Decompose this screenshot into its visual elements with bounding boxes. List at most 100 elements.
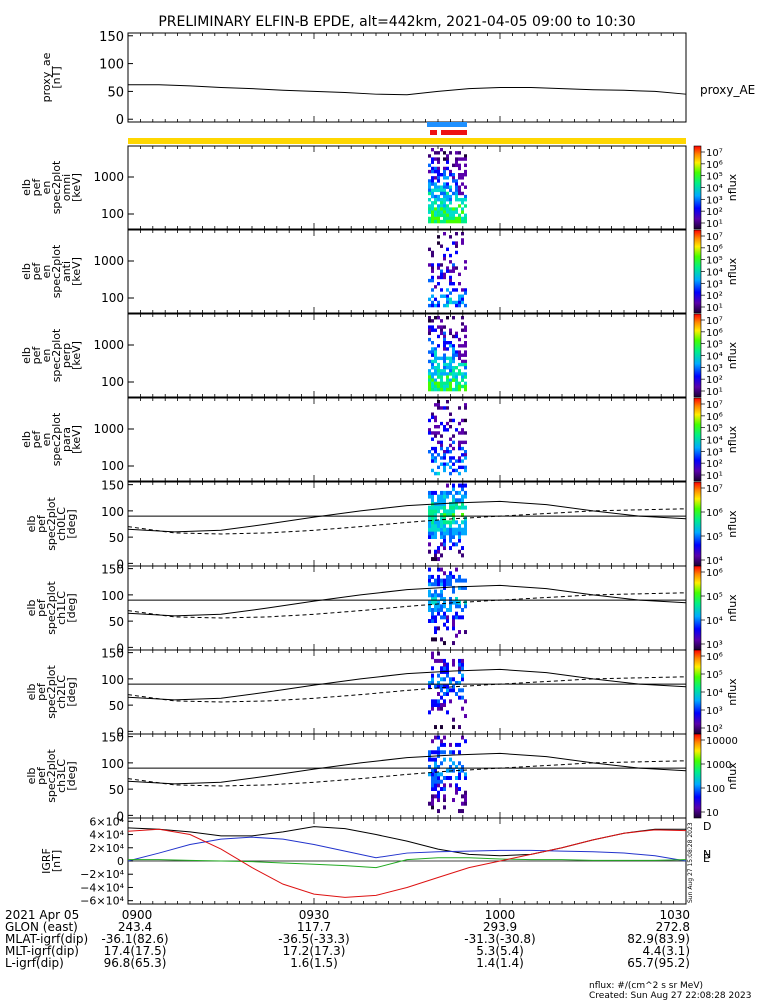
- pitch-cell: [464, 585, 467, 590]
- nflux-units-note: nflux: #/(cm^2 s sr MeV): [589, 981, 703, 991]
- spectrogram-cell: [464, 288, 467, 292]
- spectrogram-cell: [434, 169, 437, 174]
- spectrogram-cell: [458, 173, 461, 177]
- pitch-cell: [443, 684, 446, 689]
- spectrogram-cell: [434, 207, 437, 211]
- anti-colorbar-label: nflux: [726, 257, 739, 285]
- spectrogram-cell: [449, 443, 452, 448]
- pitch-cell: [464, 520, 467, 525]
- spectrogram-cell: [434, 415, 437, 420]
- pitch-cell: [449, 501, 452, 506]
- pitch-cell: [431, 600, 434, 605]
- spectrogram-cell: [449, 275, 452, 280]
- ch0LC-ylabel-line: spec2plot: [45, 497, 58, 551]
- spectrogram-cell: [440, 375, 443, 379]
- pitch-cell: [440, 589, 443, 594]
- spectrogram-cell: [443, 275, 446, 280]
- pitch-cell: [449, 742, 452, 747]
- xaxis-value: -36.5(-33.3): [278, 932, 349, 946]
- pitch-cell: [458, 498, 461, 503]
- spectrogram-cell: [443, 169, 446, 174]
- pitch-cell: [434, 520, 437, 525]
- pitch-cell: [461, 505, 464, 510]
- pitch-cell: [458, 666, 461, 671]
- spectrogram-cell: [434, 347, 437, 351]
- spectrogram-cell: [443, 331, 446, 336]
- pitch-cell: [461, 531, 464, 536]
- ytick-label: 100: [101, 505, 124, 519]
- spectrogram-cell: [434, 157, 437, 161]
- spectrogram-cell: [437, 207, 440, 211]
- spectrogram-cell: [431, 157, 434, 161]
- igrf-ylabel-line: [nT]: [50, 850, 63, 872]
- colorbar-tick-label: 10⁷: [706, 400, 723, 411]
- spectrogram-cell: [464, 362, 467, 367]
- spectrogram-cell: [437, 453, 440, 457]
- spectrogram-cell: [452, 369, 455, 373]
- spectrogram-cell: [452, 210, 455, 214]
- spectrogram-cell: [452, 462, 455, 466]
- pitch-cell: [434, 658, 437, 663]
- pitch-cell: [434, 761, 437, 766]
- pitch-cell: [461, 615, 464, 620]
- pitch-cell: [431, 651, 434, 656]
- pitch-cell: [458, 531, 461, 536]
- pitch-cell: [455, 787, 458, 791]
- spectrogram-cell: [434, 194, 437, 199]
- pitch-cell: [437, 505, 440, 510]
- colorbar-tick-label: 10¹: [706, 303, 723, 314]
- pitch-cell: [455, 596, 458, 601]
- pitch-cell: [443, 703, 446, 707]
- spectrogram-cell: [437, 166, 440, 171]
- spectrogram-cell: [440, 210, 443, 214]
- ch3LC-ylabel-line: pef: [35, 766, 48, 785]
- pitch-cell: [434, 600, 437, 605]
- ytick-label: 0: [116, 557, 124, 571]
- pitch-cell: [449, 571, 452, 576]
- pitch-cell: [458, 695, 461, 700]
- pitch-cell: [455, 531, 458, 536]
- pitch-cell: [458, 750, 461, 755]
- spectrogram-cell: [440, 378, 443, 382]
- spectrogram-cell: [434, 425, 437, 429]
- spectrogram-cell: [443, 381, 446, 386]
- spectrogram-cell: [461, 297, 464, 302]
- colorbar-tick-label: 10²: [706, 724, 723, 735]
- spectrogram-cell: [452, 179, 455, 183]
- spectrogram-cell: [428, 418, 431, 423]
- pitch-cell: [446, 608, 449, 612]
- spectrogram-cell: [437, 406, 440, 410]
- pitch-cell: [440, 761, 443, 766]
- spectrogram-cell: [431, 250, 434, 255]
- spectrogram-cell: [464, 194, 467, 199]
- spectrogram-cell: [440, 204, 443, 208]
- pitch-cell: [434, 553, 437, 558]
- pitch-cell: [446, 512, 449, 517]
- pitch-cell: [443, 798, 446, 803]
- spectrogram-cell: [431, 176, 434, 180]
- spectrogram-cell: [428, 188, 431, 193]
- spectrogram-cell: [455, 381, 458, 386]
- pitch-cell: [461, 487, 464, 492]
- spectrogram-cell: [431, 319, 434, 323]
- spectrogram-cell: [437, 334, 440, 339]
- pitch-cell: [437, 706, 440, 711]
- spectrogram-cell: [443, 366, 446, 370]
- spectrogram-cell: [437, 263, 440, 267]
- pitch-cell: [455, 692, 458, 696]
- colorbar-tick-label: 10⁶: [706, 412, 723, 423]
- spectrogram-cell: [434, 387, 437, 392]
- spectrogram-cell: [458, 446, 461, 451]
- pitch-cell: [446, 688, 449, 693]
- pitch-cell: [455, 680, 458, 685]
- pitch-cell: [464, 604, 467, 609]
- spectrogram-cell: [443, 462, 446, 466]
- spectrogram-cell: [464, 372, 467, 376]
- ytick-label: 150: [101, 479, 124, 493]
- spectrogram-cell: [428, 154, 431, 158]
- spectrogram-cell: [434, 176, 437, 180]
- spectrogram-cell: [455, 210, 458, 214]
- spectrogram-cell: [428, 169, 431, 174]
- spectrogram-cell: [440, 381, 443, 386]
- pitch-cell: [449, 531, 452, 536]
